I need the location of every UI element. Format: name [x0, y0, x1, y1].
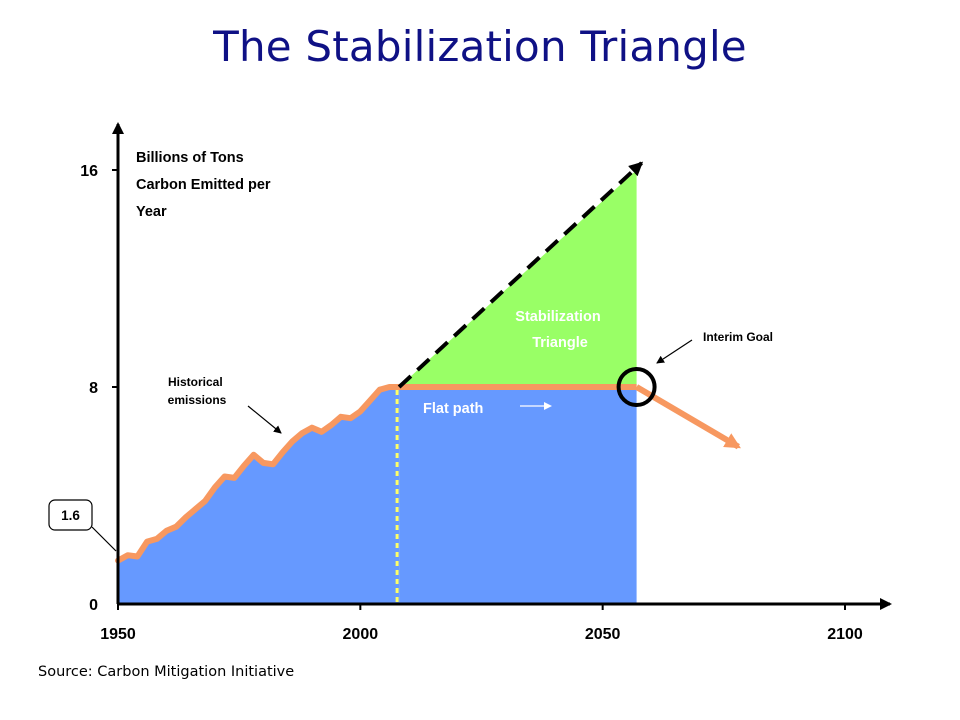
historical-area — [118, 387, 400, 604]
y-tick-label: 16 — [80, 163, 98, 180]
historical-emissions-arrow — [247, 405, 282, 434]
interim-goal-circle — [616, 367, 657, 407]
source-note: Source: Carbon Mitigation Initiative — [38, 664, 295, 680]
flat-path-area — [399, 387, 637, 604]
stabilization-triangle-label: Stabilization Triangle — [515, 309, 604, 351]
business-as-usual-dashed-line — [397, 161, 644, 389]
axis-ticks: 1950 2000 2050 2100 0 8 16 — [80, 163, 863, 643]
y-tick-label: 8 — [89, 380, 98, 397]
x-tick-label: 2050 — [585, 626, 621, 643]
flat-path-label: Flat path — [423, 401, 483, 417]
flat-path-arrow-head — [544, 402, 552, 410]
y-axis-label: Billions of Tons Carbon Emitted per Year — [136, 150, 275, 220]
interim-goal-label: Interim Goal — [703, 330, 773, 344]
interim-goal-arrow — [656, 339, 693, 364]
start-value-label: 1.6 — [61, 508, 80, 523]
historical-emissions-label: Historical emissions — [168, 375, 227, 407]
historical-emissions-line — [115, 384, 403, 564]
start-value-pointer — [91, 526, 117, 552]
x-tick-label: 2000 — [343, 626, 379, 643]
x-tick-label: 2100 — [827, 626, 863, 643]
start-value-callout-box — [48, 499, 93, 531]
chart-title: The Stabilization Triangle — [213, 22, 747, 71]
x-tick-label: 1950 — [100, 626, 136, 643]
y-tick-label: 0 — [89, 597, 98, 614]
